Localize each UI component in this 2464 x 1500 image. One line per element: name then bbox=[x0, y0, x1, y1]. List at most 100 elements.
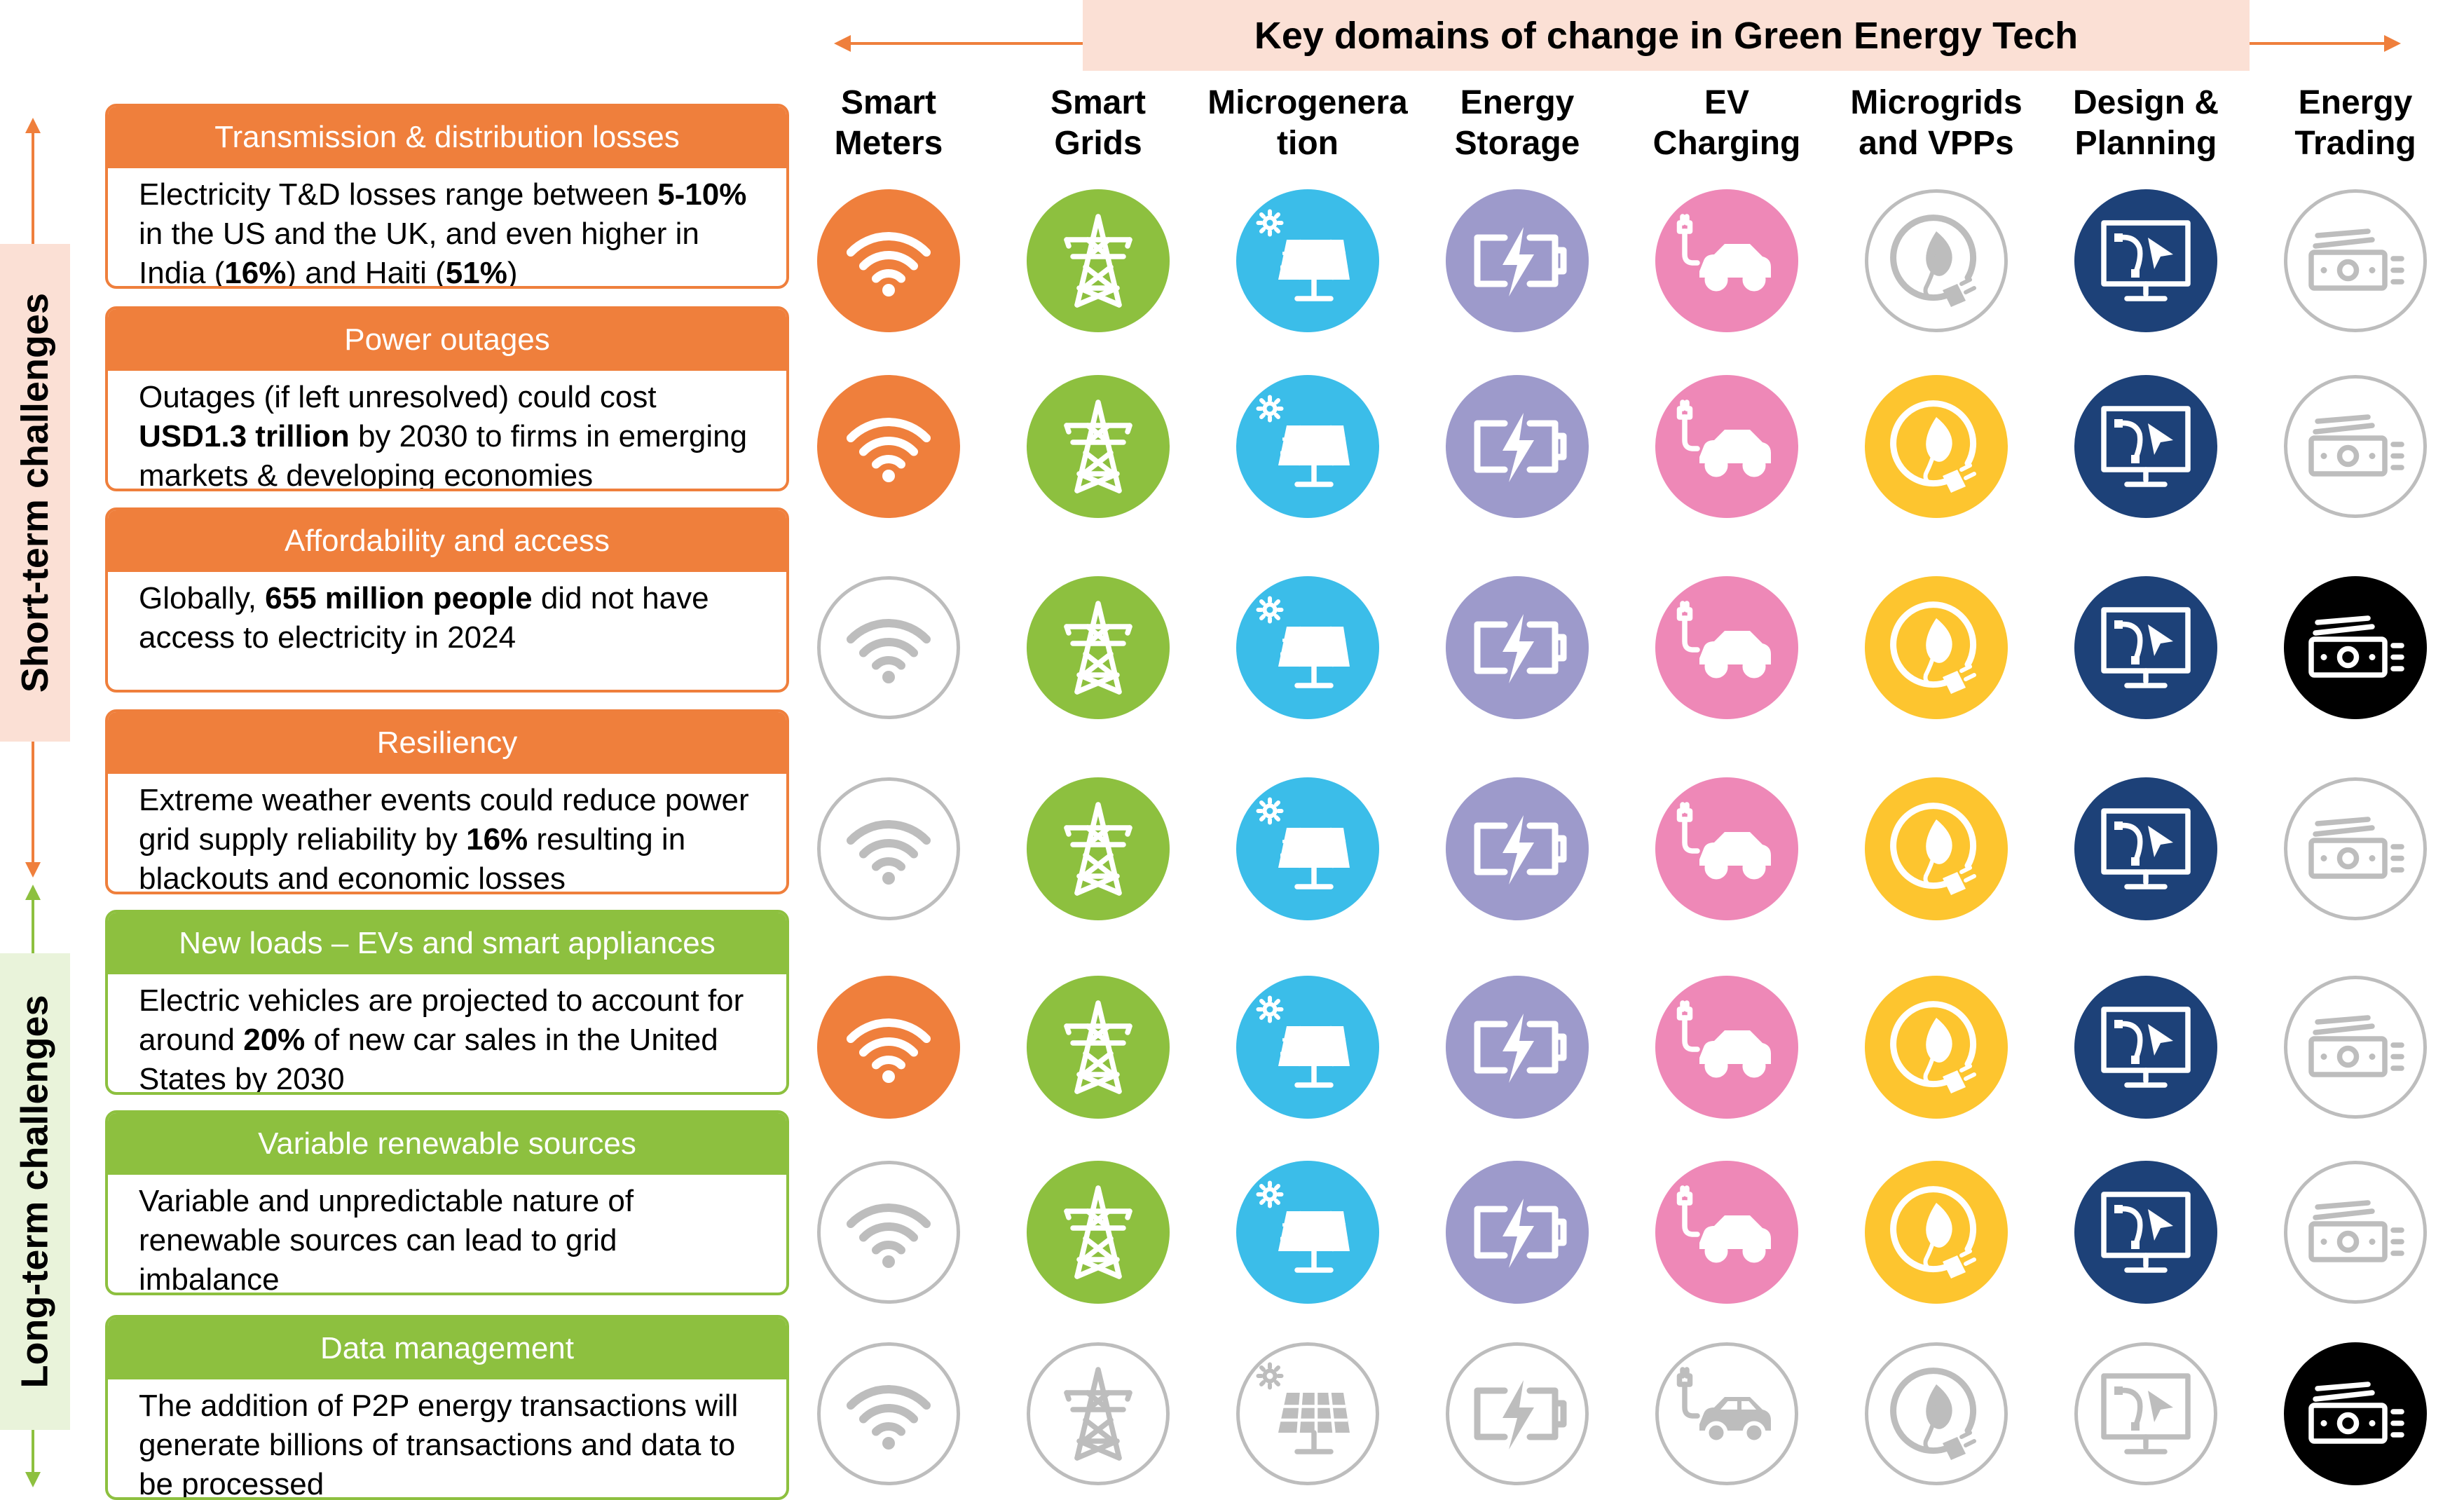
highlight-figure: 51% bbox=[445, 256, 507, 289]
ev-car-icon bbox=[1674, 796, 1779, 901]
wifi-icon bbox=[836, 1361, 941, 1466]
inactive-domain-cell bbox=[2284, 189, 2427, 332]
challenge-description: The addition of P2P energy transactions … bbox=[108, 1379, 786, 1500]
short-term-label-box: Short-term challenges bbox=[0, 244, 70, 742]
solar-panel-icon bbox=[1255, 796, 1360, 901]
transmission-tower-icon bbox=[1046, 394, 1151, 499]
inactive-domain-cell bbox=[817, 777, 960, 920]
challenge-description: Globally, 655 million people did not hav… bbox=[108, 572, 786, 657]
challenge-title: Affordability and access bbox=[108, 510, 786, 572]
inactive-domain-cell bbox=[2284, 777, 2427, 920]
challenge-card: Variable renewable sources Variable and u… bbox=[105, 1110, 789, 1295]
inactive-domain-cell bbox=[1236, 1342, 1379, 1485]
active-domain-cell bbox=[1236, 976, 1379, 1119]
long-term-arrow-down-icon bbox=[25, 1472, 41, 1487]
inactive-domain-cell bbox=[2074, 1342, 2217, 1485]
challenge-title: New loads – EVs and smart appliances bbox=[108, 913, 786, 974]
challenge-card: New loads – EVs and smart appliances Elec… bbox=[105, 910, 789, 1095]
challenge-card: Power outages Outages (if left unresolved… bbox=[105, 306, 789, 491]
inactive-domain-cell bbox=[817, 1342, 960, 1485]
active-domain-cell bbox=[2074, 576, 2217, 719]
ev-car-icon bbox=[1674, 394, 1779, 499]
domain-header: Smart Grids bbox=[993, 83, 1203, 164]
inactive-domain-cell bbox=[1865, 1342, 2008, 1485]
description-text: Outages (if left unresolved) could cost bbox=[139, 380, 657, 414]
banknote-icon bbox=[2303, 1180, 2408, 1285]
domain-header: Design & Planning bbox=[2041, 83, 2251, 164]
transmission-tower-icon bbox=[1046, 1361, 1151, 1466]
description-text: The addition of P2P energy transactions … bbox=[139, 1389, 739, 1500]
short-term-arrow-up-icon bbox=[25, 118, 41, 133]
active-domain-cell bbox=[817, 976, 960, 1119]
challenge-title: Variable renewable sources bbox=[108, 1113, 786, 1175]
active-domain-cell bbox=[2074, 375, 2217, 518]
domain-header: Energy Trading bbox=[2250, 83, 2460, 164]
wifi-icon bbox=[836, 595, 941, 700]
active-domain-cell bbox=[1865, 375, 2008, 518]
wifi-icon bbox=[836, 1180, 941, 1285]
description-text: Globally, bbox=[139, 581, 266, 615]
active-domain-cell bbox=[1236, 189, 1379, 332]
challenge-title: Data management bbox=[108, 1318, 786, 1379]
header-arrow-right-icon bbox=[2384, 35, 2401, 52]
ev-car-icon bbox=[1674, 595, 1779, 700]
highlight-figure: 20% bbox=[243, 1023, 306, 1057]
domain-header-line2: and VPPs bbox=[1859, 125, 2014, 162]
active-domain-cell bbox=[1655, 777, 1798, 920]
domain-header: Smart Meters bbox=[783, 83, 994, 164]
domain-header: Microgrids and VPPs bbox=[1831, 83, 2041, 164]
highlight-figure: USD1.3 trillion bbox=[139, 419, 350, 454]
inactive-domain-cell bbox=[1655, 1342, 1798, 1485]
active-domain-cell bbox=[1865, 576, 2008, 719]
solar-panel-icon bbox=[1255, 208, 1360, 313]
leaf-plug-icon bbox=[1884, 208, 1989, 313]
battery-icon bbox=[1465, 394, 1570, 499]
highlight-figure: 16% bbox=[224, 256, 287, 289]
challenge-description: Electric vehicles are projected to accou… bbox=[108, 974, 786, 1092]
active-domain-cell bbox=[1446, 375, 1589, 518]
challenge-title: Transmission & distribution losses bbox=[108, 107, 786, 168]
challenge-card: Resiliency Extreme weather events could r… bbox=[105, 709, 789, 894]
active-domain-cell bbox=[1446, 576, 1589, 719]
description-text: did not have access to electricity in 20… bbox=[139, 581, 709, 655]
domain-header-line2: Trading bbox=[2294, 125, 2416, 162]
inactive-domain-cell bbox=[2284, 375, 2427, 518]
active-domain-cell bbox=[1446, 777, 1589, 920]
solar-panel-icon bbox=[1255, 995, 1360, 1100]
active-domain-cell bbox=[1027, 976, 1170, 1119]
wifi-icon bbox=[836, 208, 941, 313]
domain-header-line1: Microgenera bbox=[1207, 84, 1408, 121]
solar-panel-icon bbox=[1255, 1180, 1360, 1285]
wifi-icon bbox=[836, 995, 941, 1100]
active-domain-cell bbox=[2074, 777, 2217, 920]
wifi-icon bbox=[836, 796, 941, 901]
active-domain-cell bbox=[1236, 375, 1379, 518]
inactive-domain-cell bbox=[1865, 189, 2008, 332]
header-arrow-left-icon bbox=[834, 35, 851, 52]
active-domain-cell bbox=[817, 375, 960, 518]
description-text: ) bbox=[507, 256, 518, 289]
active-domain-cell bbox=[2074, 1161, 2217, 1304]
wifi-icon bbox=[836, 394, 941, 499]
active-domain-cell bbox=[1027, 375, 1170, 518]
domain-header: Energy Storage bbox=[1412, 83, 1622, 164]
active-domain-cell bbox=[817, 189, 960, 332]
banknote-icon bbox=[2303, 208, 2408, 313]
page-title: Key domains of change in Green Energy Te… bbox=[1083, 0, 2250, 71]
long-term-arrow-up-icon bbox=[25, 885, 41, 900]
active-domain-cell bbox=[1865, 976, 2008, 1119]
active-domain-cell bbox=[1027, 189, 1170, 332]
transmission-tower-icon bbox=[1046, 995, 1151, 1100]
active-domain-cell bbox=[1655, 976, 1798, 1119]
domain-header-line2: Storage bbox=[1454, 125, 1580, 162]
domain-header-line2: Meters bbox=[834, 125, 943, 162]
battery-icon bbox=[1465, 1361, 1570, 1466]
active-domain-cell bbox=[1446, 976, 1589, 1119]
header-arrow-line-right bbox=[2250, 42, 2386, 45]
active-domain-cell bbox=[1446, 189, 1589, 332]
inactive-domain-cell bbox=[817, 1161, 960, 1304]
active-domain-cell bbox=[2074, 189, 2217, 332]
description-text: Electricity T&D losses range between bbox=[139, 177, 658, 212]
battery-icon bbox=[1465, 796, 1570, 901]
description-text: ) and Haiti ( bbox=[286, 256, 446, 289]
